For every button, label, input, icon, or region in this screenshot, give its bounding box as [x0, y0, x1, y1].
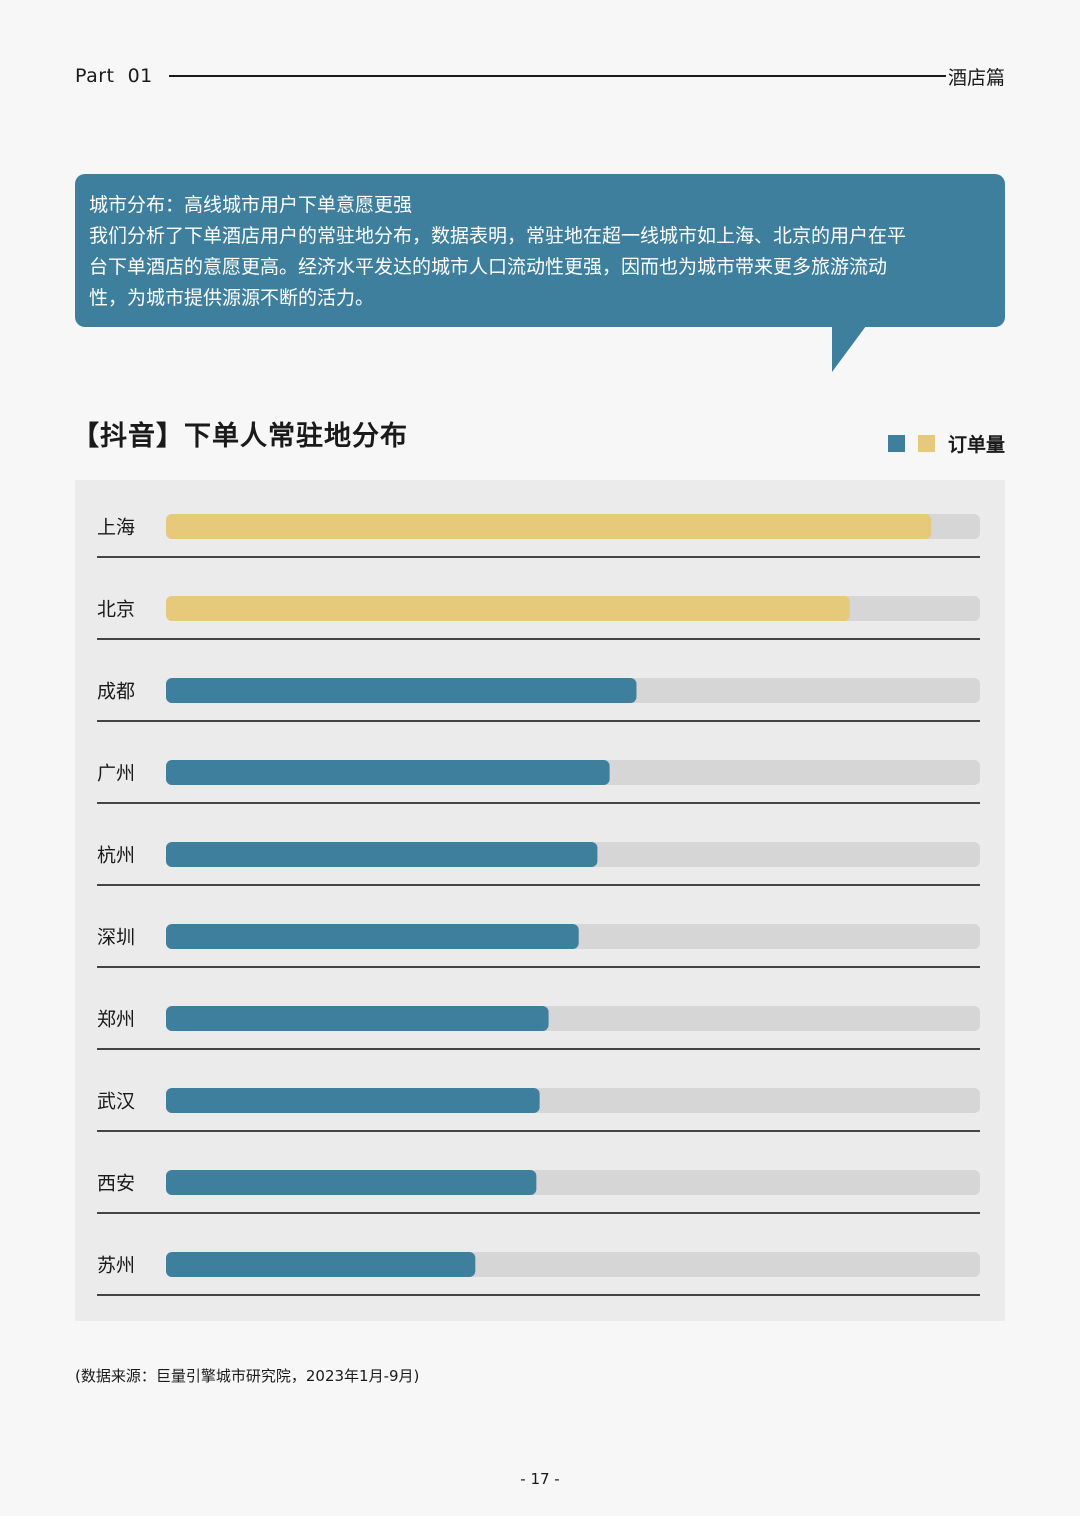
legend-swatch-blue: [887, 435, 905, 452]
category-label-6: 郑州: [97, 1009, 135, 1031]
category-label-2: 成都: [97, 681, 135, 703]
page-number: - 17 -: [520, 1470, 560, 1488]
category-label-7: 武汉: [97, 1091, 135, 1113]
chart-panel: 上海北京成都广州杭州深圳郑州武汉西安苏州: [75, 480, 1005, 1321]
row-divider-3: [97, 802, 980, 804]
row-divider-4: [97, 884, 980, 886]
page-header: Part 01 酒店篇: [75, 62, 1005, 90]
category-label-1: 北京: [97, 599, 135, 621]
bar-4: [166, 842, 598, 867]
legend-swatch-gold: [917, 435, 935, 452]
insight-callout: 城市分布：高线城市用户下单意愿更强 我们分析了下单酒店用户的常驻地分布，数据表明…: [75, 174, 1005, 372]
bar-8: [166, 1170, 537, 1195]
part-label: Part 01: [75, 65, 153, 87]
bar-9: [166, 1252, 476, 1277]
row-divider-0: [97, 556, 980, 558]
callout-title: 城市分布：高线城市用户下单意愿更强: [89, 194, 413, 216]
callout-tail: [832, 326, 866, 372]
section-label: 酒店篇: [947, 66, 1005, 89]
row-divider-8: [97, 1212, 980, 1214]
category-label-9: 苏州: [97, 1255, 135, 1277]
category-label-4: 杭州: [97, 845, 135, 867]
row-divider-2: [97, 720, 980, 722]
row-divider-5: [97, 966, 980, 968]
category-label-0: 上海: [97, 517, 135, 539]
bar-2: [166, 678, 637, 703]
bar-1: [166, 596, 850, 621]
category-label-3: 广州: [97, 763, 135, 785]
data-source: (数据来源：巨量引擎城市研究院，2023年1月-9月): [75, 1367, 420, 1385]
callout-line-2: 台下单酒店的意愿更高。经济水平发达的城市人口流动性更强，因而也为城市带来更多旅游…: [89, 256, 888, 278]
row-divider-7: [97, 1130, 980, 1132]
row-divider-6: [97, 1048, 980, 1050]
bar-0: [166, 514, 932, 539]
row-divider-9: [97, 1294, 980, 1296]
bar-3: [166, 760, 610, 785]
bar-6: [166, 1006, 549, 1031]
row-divider-1: [97, 638, 980, 640]
callout-line-3: 性，为城市提供源源不断的活力。: [89, 287, 375, 309]
chart-title: 【抖音】下单人常驻地分布: [72, 421, 408, 452]
callout-line-1: 我们分析了下单酒店用户的常驻地分布，数据表明，常驻地在超一线城市如上海、北京的用…: [89, 225, 907, 247]
bar-7: [166, 1088, 540, 1113]
category-label-8: 西安: [97, 1173, 135, 1195]
chart-legend: 订单量: [887, 430, 1005, 457]
header-rule: [168, 75, 946, 77]
legend-label: 订单量: [947, 434, 1005, 456]
category-label-5: 深圳: [97, 927, 135, 949]
bar-5: [166, 924, 579, 949]
